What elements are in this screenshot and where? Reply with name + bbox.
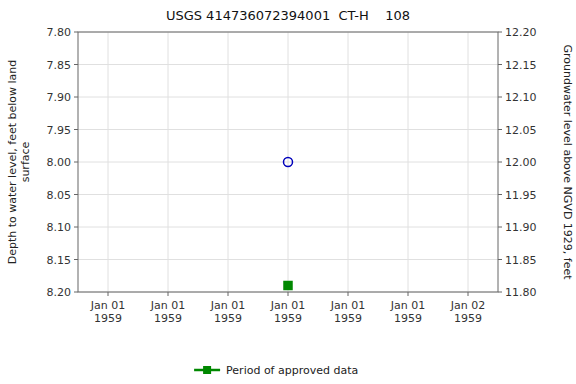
y-axis-label: Depth to water level, feet below landsur… <box>6 60 32 265</box>
tick-mark <box>498 129 502 130</box>
tick-mark <box>498 32 502 33</box>
y2-axis-label: Groundwater level above NGVD 1929, feet <box>561 44 574 280</box>
text-line: Depth to water level, feet below land <box>6 60 19 265</box>
tick-label: 7.95 <box>47 124 72 137</box>
tick-label: 8.15 <box>47 254 72 267</box>
tick-label: Jan 011959 <box>210 299 245 325</box>
tick-mark <box>468 292 469 296</box>
tick-mark <box>74 227 78 228</box>
tick-mark <box>74 259 78 260</box>
tick-mark <box>74 64 78 65</box>
tick-mark <box>108 292 109 296</box>
tick-label: Jan 011959 <box>390 299 425 325</box>
text-line: Jan 01 <box>270 299 305 312</box>
tick-label: 12.10 <box>505 91 537 104</box>
tick-mark <box>74 194 78 195</box>
legend: Period of approved data <box>194 364 358 377</box>
grid <box>78 32 498 292</box>
tick-mark <box>498 64 502 65</box>
text-line: 1959 <box>334 312 362 325</box>
plot-frame <box>78 32 498 292</box>
x-axis: Jan 011959Jan 011959Jan 011959Jan 011959… <box>90 292 485 325</box>
tick-label: 11.90 <box>505 221 537 234</box>
text-line: 1959 <box>274 312 302 325</box>
text-line: 1959 <box>94 312 122 325</box>
text-line: 1959 <box>214 312 242 325</box>
point <box>284 158 293 167</box>
text-line: 1959 <box>454 312 482 325</box>
grid-line <box>288 32 289 292</box>
text-line: 1959 <box>154 312 182 325</box>
marks <box>284 158 293 290</box>
grid-line <box>348 32 349 292</box>
title: USGS 414736072394001 CT-H 108 <box>166 8 410 23</box>
tick-label: Jan 011959 <box>330 299 365 325</box>
tick-label: Jan 011959 <box>270 299 305 325</box>
tick-label: 8.10 <box>47 221 72 234</box>
text-line: Jan 01 <box>210 299 245 312</box>
grid-line <box>168 32 169 292</box>
text-line: Jan 01 <box>390 299 425 312</box>
tick-label: Jan 021959 <box>450 299 485 325</box>
text-line: Jan 01 <box>330 299 365 312</box>
y-axis: 7.80 7.85 7.90 7.95 8.00 8.05 8.10 8.15 8.20 <box>47 26 79 299</box>
tick-label: 7.85 <box>47 59 72 72</box>
tick-mark <box>408 292 409 296</box>
background <box>0 0 576 384</box>
tick-mark <box>74 32 78 33</box>
tick-mark <box>168 292 169 296</box>
point <box>284 282 292 290</box>
tick-mark <box>74 162 78 163</box>
grid-line <box>408 32 409 292</box>
grid-line <box>228 32 229 292</box>
tick-mark <box>348 292 349 296</box>
tick-label: 11.85 <box>505 254 537 267</box>
text-line: Jan 02 <box>450 299 485 312</box>
text-line: surface <box>19 141 32 182</box>
tick-mark <box>288 292 289 296</box>
text-line: Jan 01 <box>150 299 185 312</box>
legend-label: Period of approved data <box>226 364 358 377</box>
legend-marker <box>203 366 211 374</box>
tick-label: 8.00 <box>47 156 72 169</box>
tick-label: Jan 011959 <box>90 299 125 325</box>
tick-mark <box>498 227 502 228</box>
tick-label: 12.15 <box>505 59 537 72</box>
tick-label: 8.20 <box>47 286 72 299</box>
tick-mark <box>498 162 502 163</box>
tick-mark <box>498 194 502 195</box>
tick-label: 11.80 <box>505 286 537 299</box>
tick-mark <box>74 97 78 98</box>
tick-mark <box>498 292 502 293</box>
tick-label: 12.05 <box>505 124 537 137</box>
tick-mark <box>74 129 78 130</box>
y2-axis: 12.20 12.15 12.10 12.05 12.00 11.95 11.90 11.85… <box>498 26 537 299</box>
tick-mark <box>498 97 502 98</box>
tick-mark <box>228 292 229 296</box>
text-line: 1959 <box>394 312 422 325</box>
tick-label: 8.05 <box>47 189 72 202</box>
tick-mark <box>498 259 502 260</box>
tick-label: 7.80 <box>47 26 72 39</box>
tick-label: 12.00 <box>505 156 537 169</box>
tick-label: 11.95 <box>505 189 537 202</box>
tick-mark <box>74 292 78 293</box>
grid-line <box>108 32 109 292</box>
chart: 7.80 7.85 7.90 7.95 8.00 8.05 8.10 8.15 8.20 12.2… <box>0 0 576 384</box>
text-line: Jan 01 <box>90 299 125 312</box>
tick-label: 12.20 <box>505 26 537 39</box>
tick-label: 7.90 <box>47 91 72 104</box>
grid-line <box>468 32 469 292</box>
tick-label: Jan 011959 <box>150 299 185 325</box>
